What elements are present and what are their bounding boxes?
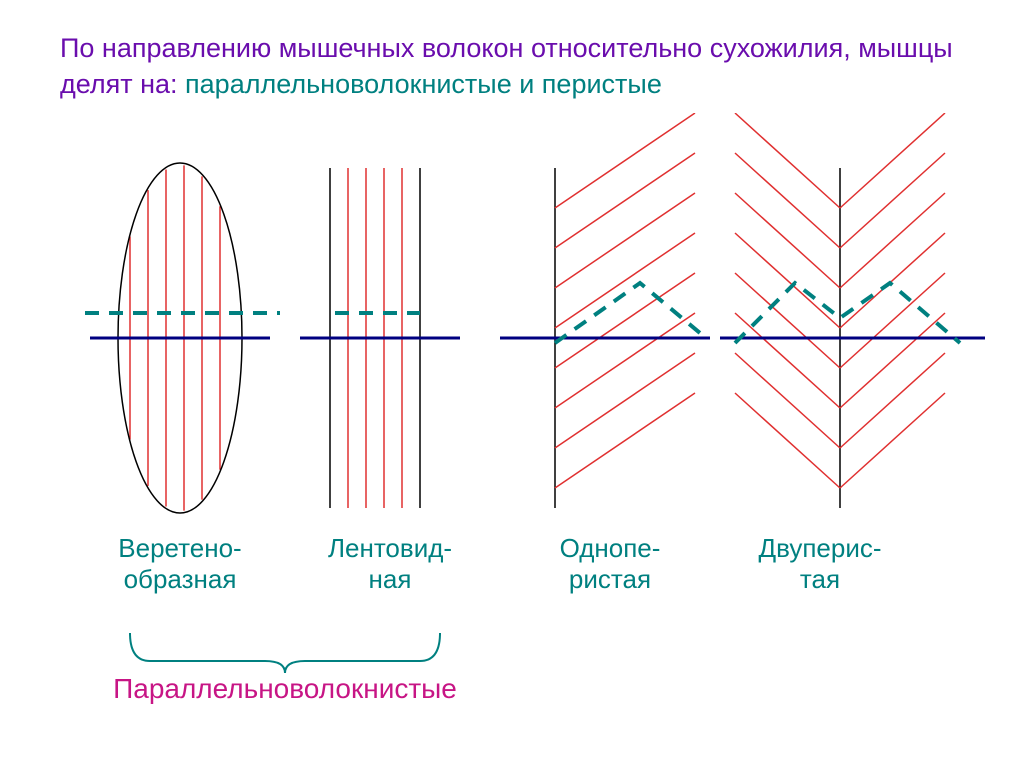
brace-svg <box>0 613 1024 673</box>
diagram-area <box>0 113 1024 533</box>
diagram-label: Однопе- ристая <box>520 533 700 595</box>
diagram-label: Лентовид- ная <box>300 533 480 595</box>
title-accent: параллельноволокнистые и перистые <box>185 69 662 99</box>
diagram-label: Веретено- образная <box>80 533 280 595</box>
group-label: Параллельноволокнистые <box>105 673 465 705</box>
muscle-diagram-svg <box>0 113 1024 533</box>
labels-row: Веретено- образная Лентовид- ная Однопе- р… <box>0 533 1024 613</box>
title-block: По направлению мышечных волокон относите… <box>0 0 1024 113</box>
brace-container <box>0 613 1024 673</box>
diagram-label: Двуперис- тая <box>730 533 910 595</box>
